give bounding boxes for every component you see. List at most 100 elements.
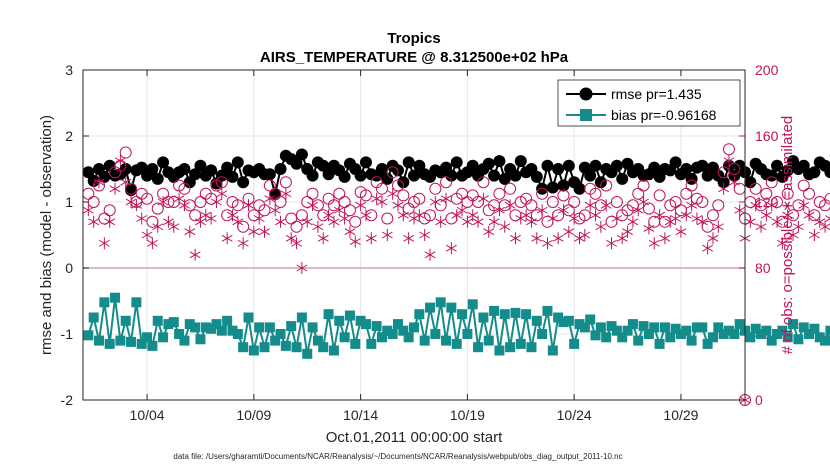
legend-rmse-marker	[579, 87, 593, 101]
possible-obs-point	[141, 192, 154, 205]
assimilated-obs-point	[259, 225, 270, 238]
assimilated-obs-point	[680, 209, 692, 222]
assimilated-obs-point	[88, 215, 100, 228]
assimilated-obs-point	[349, 235, 361, 248]
assimilated-obs-point	[707, 232, 719, 245]
possible-obs-point	[504, 182, 517, 195]
assimilated-obs-point	[211, 196, 222, 208]
bias-point	[793, 334, 804, 345]
bias-point	[804, 329, 815, 339]
possible-obs-point	[333, 187, 346, 200]
bias-point	[766, 335, 777, 346]
bias-point	[617, 332, 628, 343]
possible-obs-point	[680, 187, 693, 200]
bias-point	[216, 325, 227, 336]
bias-point	[152, 315, 163, 326]
plot-frame	[82, 69, 746, 401]
bias-point	[553, 312, 564, 323]
bias-point	[761, 325, 772, 336]
possible-obs-point	[717, 166, 730, 179]
rmse-point	[413, 159, 426, 172]
y2-tick-label: 160	[755, 128, 779, 144]
bias-point	[174, 329, 185, 339]
assimilated-obs-point	[552, 232, 564, 245]
bias-point	[659, 322, 670, 333]
bias-point	[195, 334, 206, 345]
rmse-point	[594, 176, 607, 189]
assimilated-obs-point	[648, 237, 660, 250]
possible-obs-point	[493, 187, 506, 200]
bias-point	[686, 335, 697, 346]
rmse-point	[685, 172, 698, 185]
rmse-point	[616, 172, 629, 185]
assimilated-obs-point	[445, 242, 457, 255]
assimilated-obs-point	[456, 204, 468, 217]
possible-obs-point	[349, 215, 362, 228]
bias-point	[494, 345, 505, 356]
bias-point	[382, 325, 393, 336]
bias-point	[643, 329, 654, 339]
bias-point	[264, 322, 275, 333]
x-tick-label: 10/19	[450, 407, 485, 423]
bias-point	[307, 322, 318, 333]
bias-point	[670, 323, 681, 334]
bias-point	[574, 319, 585, 330]
bias-point	[579, 322, 590, 333]
rmse-point	[397, 176, 410, 189]
possible-obs-point	[477, 176, 490, 189]
bias-point	[136, 338, 147, 349]
assimilated-obs-point	[275, 215, 286, 228]
rmse-point	[274, 163, 287, 175]
rmse-point	[445, 169, 458, 182]
bias-point	[606, 321, 617, 332]
bias-point	[403, 332, 414, 343]
assimilated-obs-point	[504, 199, 516, 212]
rmse-point	[354, 169, 367, 182]
x-tick-label: 10/24	[557, 407, 592, 423]
assimilated-obs-point	[397, 209, 409, 222]
assimilated-obs-point	[440, 192, 452, 205]
x-tick-label: 10/04	[130, 407, 165, 423]
assimilated-obs-point	[819, 220, 830, 233]
assimilated-obs-point	[531, 232, 543, 245]
possible-obs-point	[429, 182, 442, 195]
rmse-point	[205, 164, 218, 177]
assimilated-obs-point	[424, 248, 436, 261]
chart-title: Tropics	[387, 30, 440, 47]
assimilated-obs-point	[718, 182, 730, 195]
legend-bias-label: bias pr=-0.96168	[611, 107, 717, 123]
assimilated-obs-point	[477, 192, 489, 205]
assimilated-obs-point	[558, 204, 569, 217]
bias-point	[312, 335, 323, 346]
legend-bias-marker	[580, 109, 592, 121]
assimilated-obs-point	[542, 237, 553, 250]
rmse-point	[82, 166, 95, 179]
possible-obs-point	[525, 199, 538, 212]
assimilated-obs-point	[472, 215, 484, 228]
rmse-point	[231, 156, 244, 169]
possible-obs-point	[189, 209, 202, 222]
assimilated-obs-point	[627, 215, 639, 228]
assimilated-obs-point	[216, 187, 228, 200]
assimilated-obs-point	[403, 232, 415, 245]
assimilated-obs-point	[120, 176, 132, 189]
assimilated-obs-point	[429, 196, 441, 208]
bias-point	[825, 325, 830, 336]
bias-point	[248, 345, 259, 356]
possible-obs-point	[194, 196, 207, 208]
bias-point	[104, 338, 115, 349]
rmse-point	[610, 159, 623, 172]
rmse-point	[808, 166, 821, 179]
bias-point	[633, 335, 644, 346]
bias-point	[126, 336, 137, 347]
bias-point	[94, 335, 105, 346]
bias-point	[713, 322, 724, 333]
bias-point	[547, 345, 558, 356]
assimilated-obs-point	[750, 199, 762, 212]
rmse-point	[509, 169, 522, 182]
assimilated-obs-point	[291, 237, 302, 250]
rmse-point	[669, 156, 682, 169]
bias-point	[638, 321, 649, 332]
possible-obs-point	[760, 187, 773, 200]
bias-point	[499, 309, 510, 320]
